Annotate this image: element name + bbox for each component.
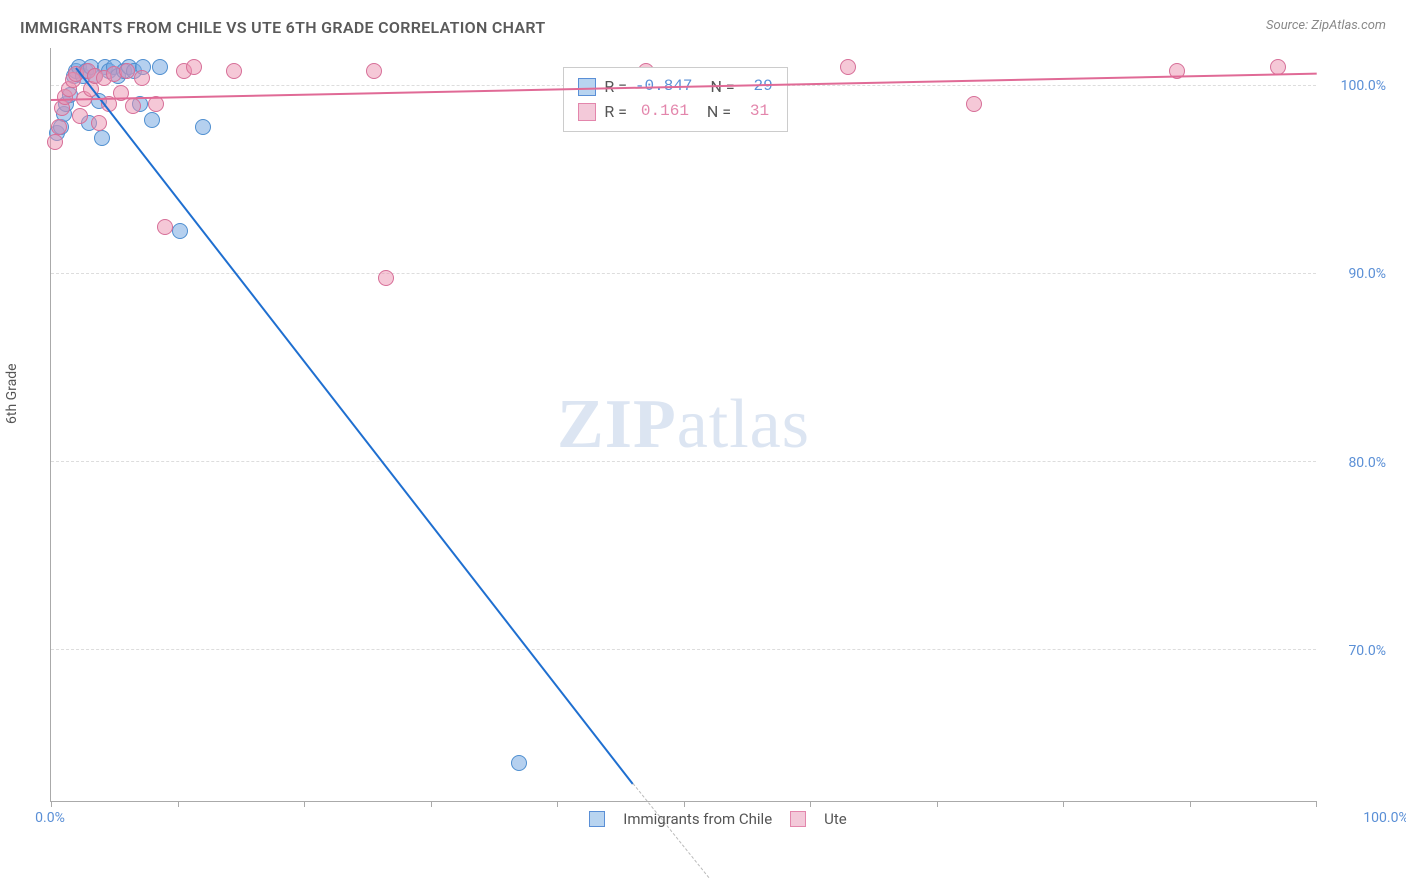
legend-n-label: N =: [707, 99, 731, 125]
gridline: [51, 273, 1316, 274]
data-point: [157, 219, 173, 235]
legend-swatch: [790, 811, 806, 827]
plot-area: ZIPatlas R =-0.847N =29R =0.161N =31: [50, 48, 1316, 802]
x-tick-label: 0.0%: [35, 810, 65, 826]
x-tick: [684, 801, 685, 807]
legend-series-label: Immigrants from Chile: [623, 810, 772, 828]
data-point: [144, 112, 160, 128]
x-tick: [1316, 801, 1317, 807]
data-point: [94, 130, 110, 146]
data-point: [134, 70, 150, 86]
x-tick: [51, 801, 52, 807]
source-label: Source: ZipAtlas.com: [1266, 18, 1386, 33]
x-tick: [557, 801, 558, 807]
legend-n-value: 29: [743, 74, 773, 100]
data-point: [378, 270, 394, 286]
data-point: [366, 63, 382, 79]
data-point: [47, 134, 63, 150]
y-tick-label: 100.0%: [1341, 78, 1386, 94]
legend-swatch: [589, 811, 605, 827]
data-point: [172, 223, 188, 239]
x-tick: [304, 801, 305, 807]
legend-swatch: [578, 78, 596, 96]
data-point: [195, 119, 211, 135]
data-point: [125, 98, 141, 114]
x-tick-label: 100.0%: [1363, 810, 1406, 826]
trend-line: [633, 783, 710, 878]
x-tick: [431, 801, 432, 807]
data-point: [186, 59, 202, 75]
legend-series-label: Ute: [824, 810, 847, 828]
stats-legend-row: R = 0.161 N = 31: [578, 99, 772, 125]
watermark: ZIPatlas: [557, 385, 810, 465]
data-point: [119, 63, 135, 79]
data-point: [840, 59, 856, 75]
legend-r-value: 0.161: [635, 99, 689, 125]
data-point: [226, 63, 242, 79]
data-point: [511, 755, 527, 771]
legend-n-value: 31: [739, 99, 769, 125]
gridline: [51, 649, 1316, 650]
data-point: [51, 119, 67, 135]
chart-title: IMMIGRANTS FROM CHILE VS UTE 6TH GRADE C…: [20, 18, 545, 37]
data-point: [72, 108, 88, 124]
stats-legend: R =-0.847N =29R =0.161N =31: [563, 67, 787, 132]
trend-line: [76, 67, 635, 785]
gridline: [51, 461, 1316, 462]
x-tick: [178, 801, 179, 807]
y-axis-title: 6th Grade: [4, 363, 20, 424]
data-point: [966, 96, 982, 112]
x-tick: [937, 801, 938, 807]
data-point: [152, 59, 168, 75]
series-legend: Immigrants from Chile Ute: [50, 810, 1386, 828]
legend-r-label: R =: [604, 99, 627, 125]
y-tick-label: 70.0%: [1348, 643, 1386, 659]
x-tick: [810, 801, 811, 807]
y-tick-label: 80.0%: [1348, 455, 1386, 471]
data-point: [91, 115, 107, 131]
legend-swatch: [578, 103, 596, 121]
y-tick-label: 90.0%: [1348, 266, 1386, 282]
x-tick: [1190, 801, 1191, 807]
x-tick: [1063, 801, 1064, 807]
